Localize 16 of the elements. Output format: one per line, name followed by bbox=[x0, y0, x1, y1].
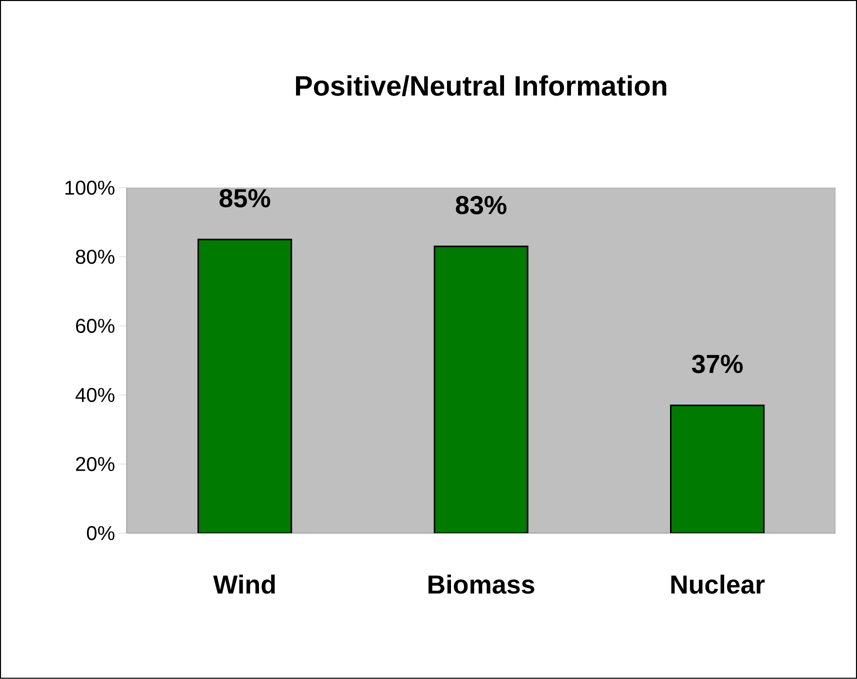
chart-title: Positive/Neutral Information bbox=[296, 75, 666, 96]
data-label: 37% bbox=[692, 354, 743, 374]
y-tick-label: 40% bbox=[75, 388, 114, 402]
bar bbox=[197, 238, 292, 534]
data-label: 83% bbox=[456, 196, 506, 214]
x-tick-label: Wind bbox=[213, 574, 275, 594]
y-tick-label: 60% bbox=[76, 318, 114, 334]
y-tick-label: 80% bbox=[76, 250, 114, 264]
y-tick-label: 0% bbox=[86, 526, 114, 540]
x-tick-label: Nuclear bbox=[671, 574, 765, 594]
x-tick-label: Biomass bbox=[428, 574, 534, 594]
y-tick-label: 100% bbox=[65, 180, 114, 195]
bar bbox=[434, 246, 528, 534]
data-label: 85% bbox=[220, 189, 270, 208]
bar bbox=[670, 404, 765, 534]
y-tick-label: 20% bbox=[76, 457, 114, 472]
